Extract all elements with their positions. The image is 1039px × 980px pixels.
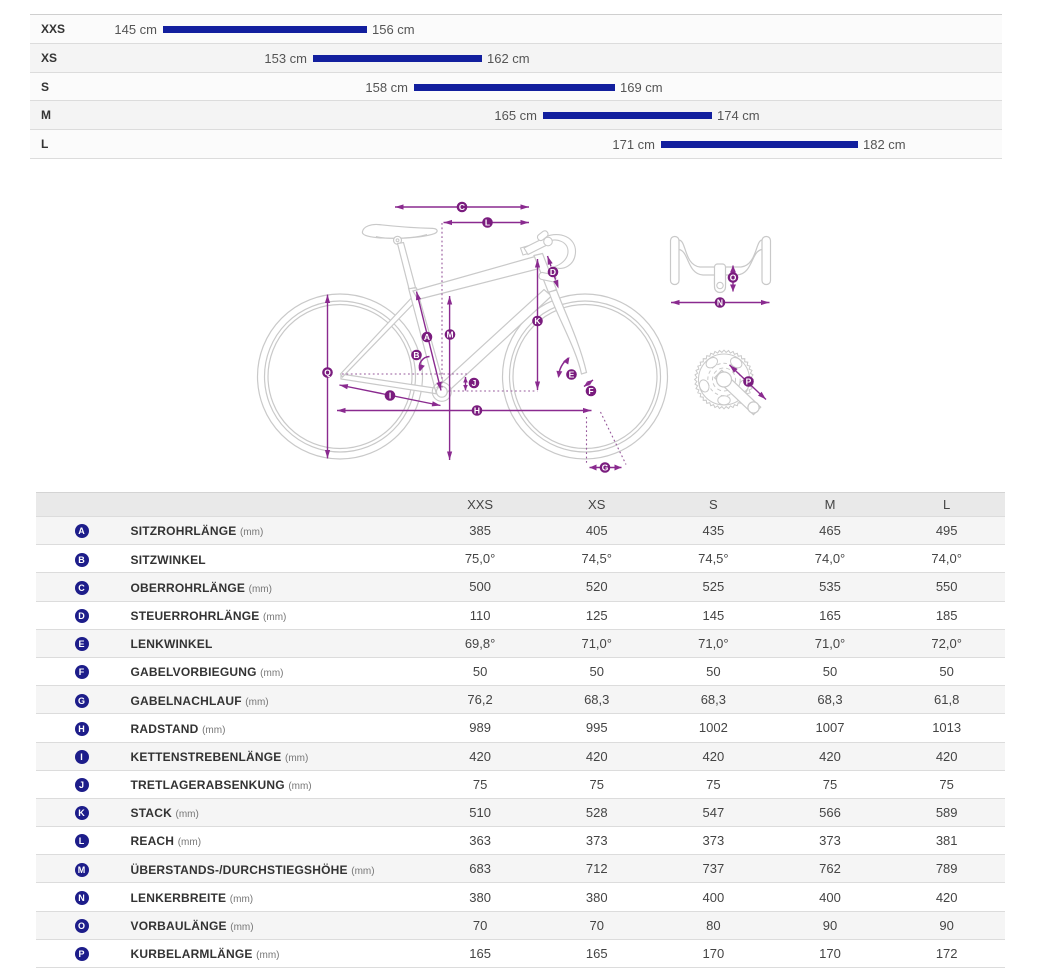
svg-text:C: C xyxy=(459,202,465,212)
svg-text:B: B xyxy=(413,350,419,360)
svg-text:E: E xyxy=(569,370,575,380)
svg-text:L: L xyxy=(485,218,490,228)
svg-text:K: K xyxy=(534,316,541,326)
svg-text:H: H xyxy=(474,406,480,416)
svg-text:J: J xyxy=(472,378,477,388)
svg-text:D: D xyxy=(550,267,556,277)
svg-text:A: A xyxy=(424,332,430,342)
svg-text:F: F xyxy=(588,386,593,396)
svg-text:M: M xyxy=(446,330,453,340)
svg-text:N: N xyxy=(717,298,723,308)
svg-text:Q: Q xyxy=(324,368,331,378)
svg-text:I: I xyxy=(389,391,391,401)
svg-text:O: O xyxy=(730,273,737,283)
svg-text:P: P xyxy=(746,377,752,387)
svg-text:G: G xyxy=(602,463,609,473)
